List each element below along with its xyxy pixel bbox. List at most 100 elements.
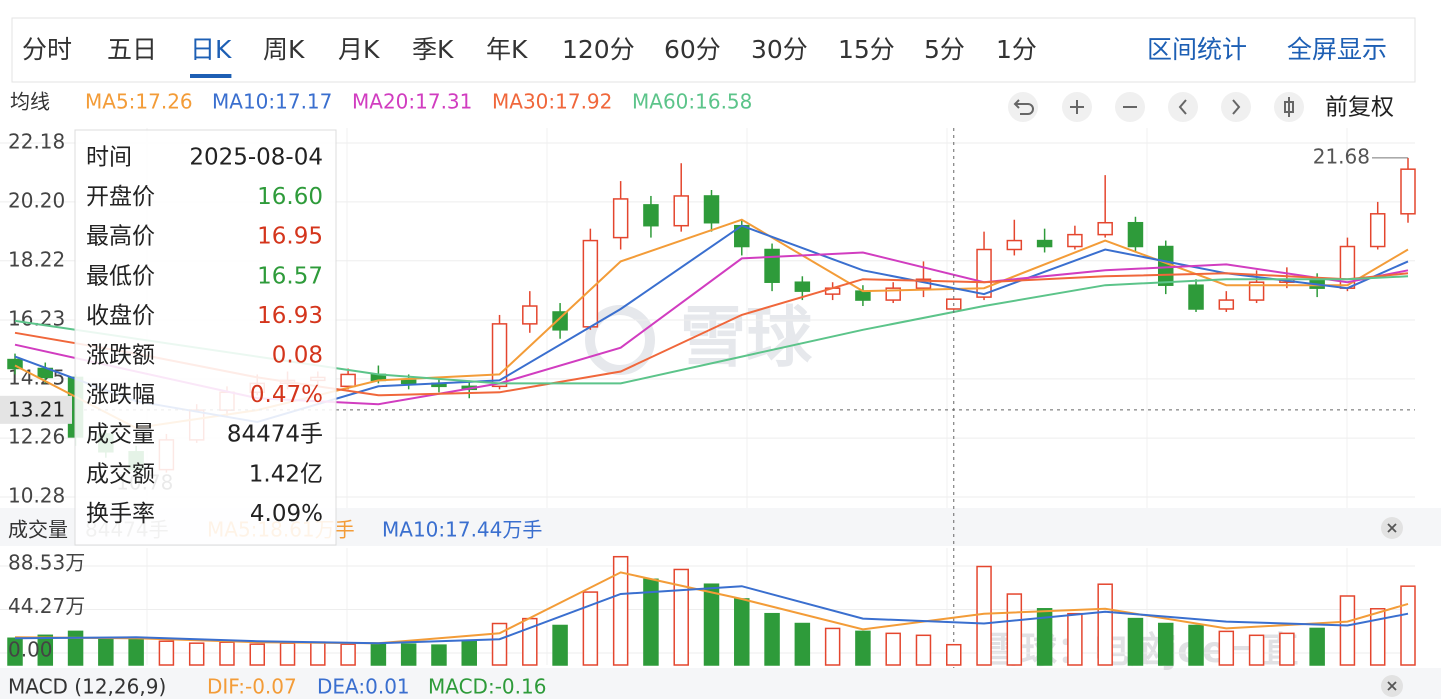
tab[interactable]: 年K: [486, 35, 528, 64]
y-tick-label: 88.53万: [8, 551, 85, 575]
watermark: 雪球: [680, 299, 813, 376]
tab-bar: [11, 17, 1416, 83]
tooltip-label: 时间: [86, 145, 132, 171]
volume-bar: [612, 555, 629, 666]
volume-title: 成交量: [8, 518, 68, 542]
candle-body: [885, 287, 901, 301]
close-icon: [1387, 523, 1397, 533]
volume-bar: [1279, 632, 1295, 666]
volume-bar: [67, 630, 84, 666]
legend-item: MA60:16.58: [632, 90, 752, 114]
y-tick-label: 18.22: [8, 247, 65, 271]
tooltip-value: 16.57: [257, 263, 323, 289]
tooltip-label: 成交量: [86, 422, 155, 448]
toolbar: [1008, 92, 1304, 122]
tab[interactable]: 1分: [996, 35, 1037, 64]
undo-button[interactable]: [1008, 92, 1038, 122]
tooltip-label: 涨跌幅: [86, 382, 155, 408]
adjust-mode[interactable]: 前复权: [1325, 95, 1394, 121]
volume-bar: [461, 640, 477, 666]
ma-line: [14, 585, 1409, 645]
volume-bar: [249, 643, 266, 666]
tab-underline: [190, 74, 232, 78]
tooltip-label: 开盘价: [86, 184, 155, 210]
candle-body: [703, 195, 720, 224]
close-icon: [1387, 681, 1397, 691]
tooltip-label: 收盘价: [86, 303, 155, 329]
y-tick-label: 0.00: [8, 638, 53, 662]
candle-body: [1097, 221, 1113, 236]
volume-bar: [976, 565, 992, 666]
tab[interactable]: 30分: [751, 35, 808, 64]
tab[interactable]: 五日: [107, 35, 157, 64]
y-tick-label: 44.27万: [8, 594, 85, 618]
candle-body: [976, 248, 992, 298]
tooltip-label: 最低价: [86, 263, 155, 289]
tab[interactable]: 15分: [838, 35, 895, 64]
tooltip-value: 16.93: [257, 303, 323, 329]
tooltip-value: 2025-08-04: [189, 145, 323, 171]
candle-body: [1036, 239, 1053, 248]
tab[interactable]: 日K: [190, 35, 232, 64]
tab-action[interactable]: 全屏显示: [1287, 35, 1387, 64]
y-tick-label: 10.28: [8, 484, 65, 508]
tab[interactable]: 分时: [22, 35, 72, 64]
candle-body: [794, 281, 811, 292]
candle-body: [1157, 245, 1174, 286]
volume-bar: [582, 591, 599, 666]
tooltip-label: 成交额: [86, 461, 155, 487]
candle-body: [643, 204, 659, 227]
macd-title: MACD (12,26,9): [8, 675, 166, 699]
candle-body: [552, 311, 568, 331]
tab[interactable]: 月K: [338, 35, 380, 64]
macd-item: DIF:-0.07: [207, 675, 297, 699]
tooltip-label: 涨跌额: [86, 343, 155, 369]
y-tick-label: 20.20: [8, 188, 65, 212]
volume-bar: [1127, 617, 1144, 666]
volume-bar: [188, 642, 205, 666]
volume-bar: [37, 634, 54, 666]
tab-action[interactable]: 区间统计: [1147, 35, 1247, 64]
candle-body: [340, 373, 356, 388]
tab[interactable]: 周K: [263, 35, 305, 64]
right-button[interactable]: [1221, 92, 1251, 122]
candle-body: [1006, 239, 1023, 251]
left-icon: [1178, 99, 1187, 115]
macd-item: DEA:0.01: [317, 675, 410, 699]
volume-bar: [279, 642, 296, 666]
volume-bar: [219, 641, 235, 666]
candle-body: [7, 358, 23, 370]
volume-bar: [855, 630, 871, 666]
right-icon: [1232, 99, 1241, 115]
volume-bar: [1067, 612, 1083, 666]
volume-bar: [1248, 634, 1265, 666]
tab[interactable]: 5分: [924, 35, 965, 64]
tooltip-label: 换手率: [86, 501, 155, 527]
candle-body: [1400, 168, 1416, 215]
tab[interactable]: 季K: [412, 35, 454, 64]
volume-bar: [946, 643, 962, 666]
tooltip-value: 0.47%: [250, 382, 323, 408]
y-tick-label: 12.26: [8, 425, 65, 449]
volume-bar: [915, 634, 932, 666]
max-label: 21.68: [1313, 144, 1370, 168]
undo-icon: [1013, 99, 1034, 115]
volume-bar: [158, 640, 175, 666]
candle-body: [522, 305, 538, 325]
tooltip-value: 4.09%: [250, 501, 323, 527]
volume-bar: [764, 612, 780, 666]
volume-bar: [552, 624, 568, 666]
candle-body: [1188, 284, 1204, 310]
candle-icon: [1284, 97, 1294, 117]
left-button[interactable]: [1168, 92, 1198, 122]
candle-body: [1248, 281, 1265, 301]
crosshair-label: 13.21: [8, 397, 65, 421]
volume-bar: [1339, 595, 1356, 666]
volume-bar: [1369, 608, 1386, 666]
candle-body: [673, 195, 689, 227]
tab[interactable]: 120分: [562, 35, 635, 64]
tooltip-value: 16.60: [257, 184, 323, 210]
tab[interactable]: 60分: [664, 35, 721, 64]
tooltip-value: 1.42亿: [249, 461, 323, 487]
